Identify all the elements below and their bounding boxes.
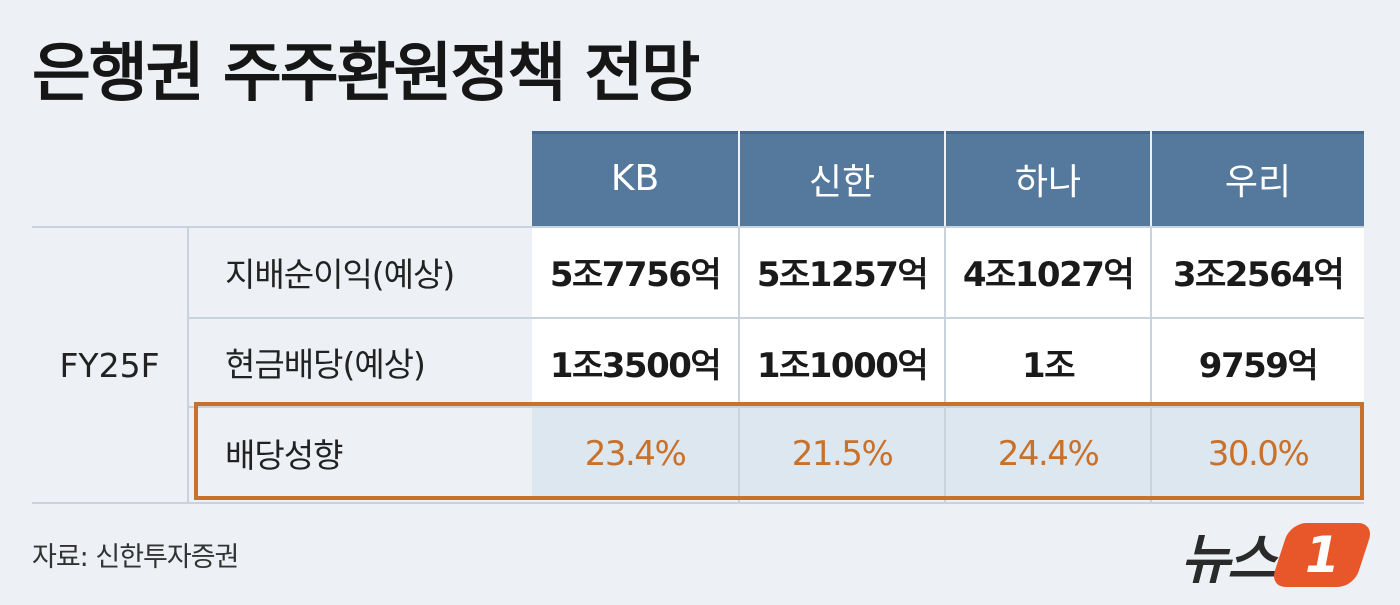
table-divider	[738, 226, 740, 504]
table-cell: 1조	[946, 319, 1150, 406]
period-label: FY25F	[59, 345, 160, 385]
source-note: 자료: 신한투자증권	[32, 542, 239, 573]
header-kb: KB	[532, 131, 738, 226]
table-cell: 9759억	[1152, 319, 1364, 406]
table-cell: 1조1000억	[740, 319, 944, 406]
header-shinhan: 신한	[740, 131, 944, 226]
table-cell: 5조1257억	[740, 226, 944, 317]
payout-ratio-cell: 21.5%	[740, 408, 944, 500]
logo-text: 뉴스	[1180, 528, 1277, 591]
page-title: 은행권 주주환원정책 전망	[32, 37, 700, 111]
table-cell: 3조2564억	[1152, 226, 1364, 317]
logo-badge: 1	[1269, 522, 1375, 587]
row-label-cash-dividend: 현금배당(예상)	[225, 344, 426, 384]
table-divider	[187, 317, 1364, 319]
header-hana: 하나	[946, 131, 1150, 226]
row-label-net-income: 지배순이익(예상)	[225, 254, 455, 294]
table-divider	[187, 226, 189, 504]
payout-ratio-cell: 30.0%	[1152, 408, 1364, 500]
news1-logo: 뉴스 1	[1180, 515, 1375, 594]
table-divider	[32, 226, 1364, 228]
table-cell: 4조1027억	[946, 226, 1150, 317]
table-divider	[187, 406, 1364, 408]
table-cell: 5조7756억	[532, 226, 738, 317]
table-divider	[944, 226, 946, 504]
table-divider	[1150, 226, 1152, 504]
payout-ratio-cell: 23.4%	[532, 408, 738, 500]
row-label-payout-ratio: 배당성향	[225, 436, 343, 475]
header-woori: 우리	[1152, 131, 1364, 226]
table-divider	[32, 502, 1364, 504]
table-cell: 1조3500억	[532, 319, 738, 406]
logo-badge-text: 1	[1304, 525, 1340, 584]
payout-ratio-cell: 24.4%	[946, 408, 1150, 500]
dividend-table: KB 신한 하나 우리 FY25F 지배순이익(예상) 현금배당(예상) 배당성…	[32, 131, 1364, 504]
